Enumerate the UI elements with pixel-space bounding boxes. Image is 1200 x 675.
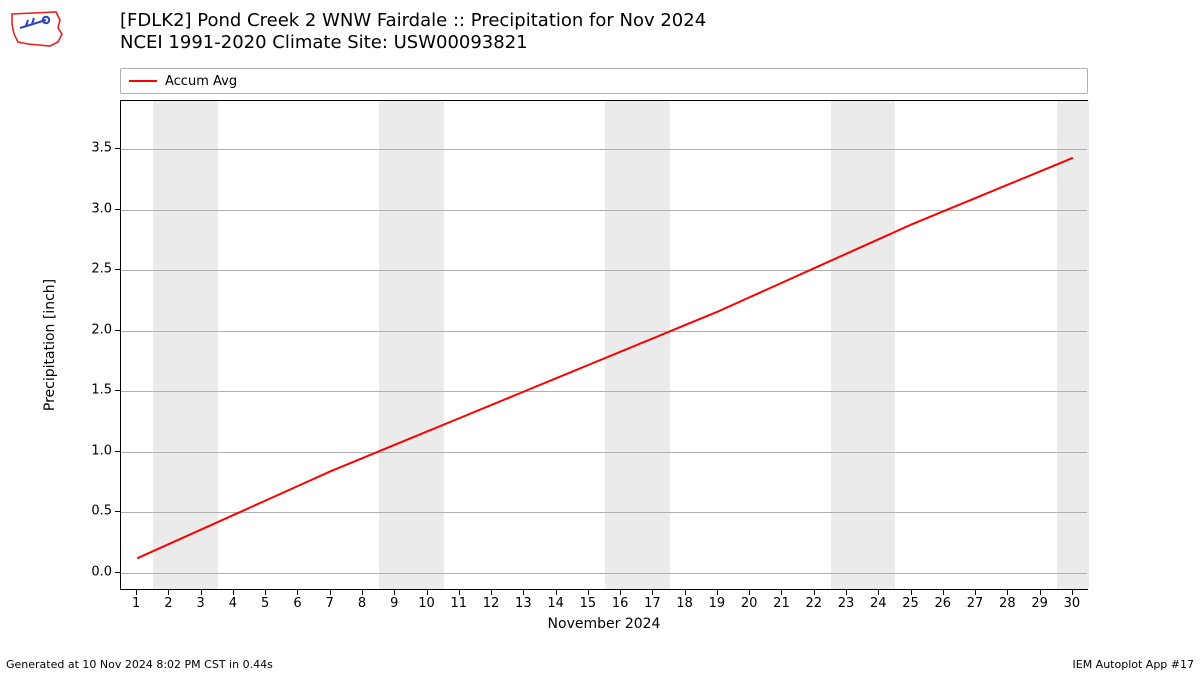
x-tick-mark: [201, 590, 202, 595]
chart-title-line1: [FDLK2] Pond Creek 2 WNW Fairdale :: Pre…: [120, 10, 706, 32]
x-tick-label: 8: [358, 596, 366, 611]
x-tick-mark: [975, 590, 976, 595]
iem-logo: [6, 8, 66, 50]
x-tick-label: 26: [935, 596, 952, 611]
x-tick-label: 25: [902, 596, 919, 611]
x-tick-mark: [878, 590, 879, 595]
x-tick-mark: [685, 590, 686, 595]
x-tick-label: 18: [676, 596, 693, 611]
x-tick-mark: [846, 590, 847, 595]
x-tick-mark: [491, 590, 492, 595]
series-layer: [121, 101, 1089, 591]
y-tick-label: 0.5: [72, 504, 112, 519]
chart-title: [FDLK2] Pond Creek 2 WNW Fairdale :: Pre…: [120, 10, 706, 54]
x-tick-label: 24: [870, 596, 887, 611]
y-tick-label: 1.5: [72, 383, 112, 398]
x-tick-label: 12: [483, 596, 500, 611]
x-tick-label: 5: [261, 596, 269, 611]
x-tick-mark: [749, 590, 750, 595]
x-tick-mark: [911, 590, 912, 595]
x-tick-label: 21: [773, 596, 790, 611]
legend-swatch: [129, 80, 157, 82]
chart-title-line2: NCEI 1991-2020 Climate Site: USW00093821: [120, 32, 706, 54]
x-tick-label: 4: [229, 596, 237, 611]
x-tick-label: 23: [838, 596, 855, 611]
x-tick-label: 30: [1064, 596, 1081, 611]
legend-label: Accum Avg: [165, 74, 237, 89]
x-tick-label: 2: [164, 596, 172, 611]
x-tick-label: 20: [741, 596, 758, 611]
x-tick-label: 22: [805, 596, 822, 611]
x-tick-label: 11: [451, 596, 468, 611]
y-tick-label: 2.0: [72, 322, 112, 337]
y-tick-mark: [115, 572, 120, 573]
x-tick-mark: [652, 590, 653, 595]
x-tick-label: 3: [197, 596, 205, 611]
x-tick-mark: [394, 590, 395, 595]
footer-generated: Generated at 10 Nov 2024 8:02 PM CST in …: [6, 658, 273, 671]
x-tick-mark: [1072, 590, 1073, 595]
x-tick-mark: [1040, 590, 1041, 595]
y-tick-mark: [115, 511, 120, 512]
legend: Accum Avg: [120, 68, 1088, 94]
x-tick-mark: [1007, 590, 1008, 595]
x-tick-mark: [297, 590, 298, 595]
plot-area: [120, 100, 1088, 590]
x-tick-mark: [523, 590, 524, 595]
x-tick-label: 10: [418, 596, 435, 611]
x-tick-label: 6: [293, 596, 301, 611]
x-tick-label: 15: [580, 596, 597, 611]
y-tick-mark: [115, 148, 120, 149]
x-tick-mark: [330, 590, 331, 595]
series-accum_avg: [137, 158, 1073, 558]
y-tick-mark: [115, 390, 120, 391]
y-tick-label: 0.0: [72, 564, 112, 579]
y-tick-label: 1.0: [72, 443, 112, 458]
x-tick-label: 17: [644, 596, 661, 611]
x-tick-mark: [556, 590, 557, 595]
x-tick-mark: [943, 590, 944, 595]
x-tick-label: 29: [1031, 596, 1048, 611]
y-tick-mark: [115, 209, 120, 210]
x-tick-mark: [814, 590, 815, 595]
x-tick-label: 7: [326, 596, 334, 611]
x-tick-mark: [233, 590, 234, 595]
x-tick-mark: [717, 590, 718, 595]
x-axis-label: November 2024: [548, 616, 661, 632]
y-tick-mark: [115, 330, 120, 331]
y-tick-label: 3.5: [72, 141, 112, 156]
x-tick-label: 16: [612, 596, 629, 611]
y-tick-mark: [115, 451, 120, 452]
x-tick-mark: [781, 590, 782, 595]
x-tick-label: 1: [132, 596, 140, 611]
y-tick-mark: [115, 269, 120, 270]
y-axis-label: Precipitation [inch]: [42, 279, 58, 411]
x-tick-label: 19: [709, 596, 726, 611]
x-tick-label: 28: [999, 596, 1016, 611]
x-tick-mark: [168, 590, 169, 595]
footer-appid: IEM Autoplot App #17: [1073, 658, 1195, 671]
x-tick-mark: [427, 590, 428, 595]
x-tick-mark: [588, 590, 589, 595]
x-tick-mark: [362, 590, 363, 595]
x-tick-mark: [459, 590, 460, 595]
x-tick-label: 27: [967, 596, 984, 611]
y-tick-label: 3.0: [72, 201, 112, 216]
x-tick-mark: [265, 590, 266, 595]
x-tick-mark: [136, 590, 137, 595]
x-tick-mark: [620, 590, 621, 595]
x-tick-label: 13: [515, 596, 532, 611]
x-tick-label: 14: [547, 596, 564, 611]
y-tick-label: 2.5: [72, 262, 112, 277]
x-tick-label: 9: [390, 596, 398, 611]
